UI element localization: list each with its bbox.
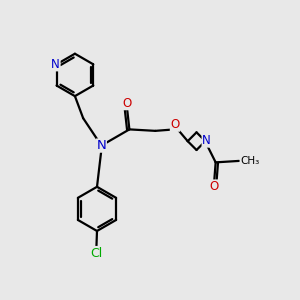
Text: N: N (97, 139, 106, 152)
Text: N: N (202, 134, 211, 147)
Text: O: O (209, 180, 218, 193)
Text: O: O (170, 118, 180, 131)
Text: CH₃: CH₃ (240, 156, 259, 166)
Text: O: O (122, 97, 132, 110)
Text: Cl: Cl (90, 247, 103, 260)
Text: N: N (51, 58, 60, 71)
